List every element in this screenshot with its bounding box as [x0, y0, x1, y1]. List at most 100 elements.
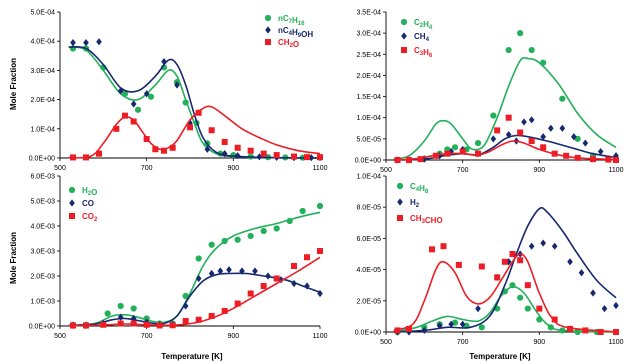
legend-marker-C3H6	[401, 47, 407, 53]
data-point-C4H8	[517, 294, 524, 301]
data-point-CH2O	[83, 154, 89, 161]
y-tick-label: 2.5E-04	[356, 52, 381, 59]
panel-p2: 0.0E+00 5.0E-05 1.0E-04 1.5E-04 2.0E-04 2.5E-…	[355, 10, 624, 175]
data-point-CO2	[169, 322, 176, 329]
y-tick-label: 5.0E-04	[30, 10, 55, 17]
data-point-CO	[265, 272, 271, 280]
data-point-nC4H9OH	[130, 100, 137, 108]
x-tick-label: 500	[54, 165, 66, 172]
data-point-CH2O	[317, 154, 323, 161]
data-point-CH2O	[247, 147, 254, 154]
data-point-CH3CHO	[455, 261, 462, 268]
x-tick-label: 1100	[312, 333, 327, 340]
data-point-CO2	[208, 313, 215, 319]
data-point-CH3CHO	[597, 329, 604, 335]
data-point-CO2	[317, 248, 323, 254]
data-point-H2O	[286, 217, 293, 225]
data-point-H2	[601, 305, 608, 313]
panel-p4: 0.0E+00 2.0E-05 4.0E-05 6.0E-05 8.0E-05 1.0E-…	[355, 174, 624, 347]
y-tick-label: 0.0E+00	[355, 330, 381, 337]
model-curve-C2H4	[393, 56, 617, 160]
data-point-CH4	[571, 133, 577, 141]
data-point-CO2	[117, 320, 124, 327]
y-tick-label: 5.0E-03	[30, 199, 55, 206]
legend-label-CO: CO	[82, 199, 94, 208]
y-tick-label: 1.0E-04	[356, 174, 381, 181]
data-point-C3H6	[613, 157, 619, 163]
legend-marker-nC7H16	[264, 14, 272, 22]
data-point-C3H6	[475, 150, 481, 157]
data-point-C3H6	[563, 152, 570, 159]
x-tick-label: 1100	[608, 167, 623, 174]
data-point-H2O	[208, 241, 215, 248]
legend-label-CH4: CH4	[414, 32, 430, 43]
data-point-C2H4	[540, 59, 547, 66]
data-point-CH3CHO	[509, 251, 516, 257]
panel-p1: 0.0E+00 1.0E-04 2.0E-04 3.0E-04 4.0E-04 5.0E-…	[29, 10, 328, 173]
y-tick-label: 2.0E-04	[356, 73, 381, 80]
data-point-H2	[613, 301, 619, 310]
data-point-CH2O	[113, 125, 120, 132]
y-tick-label: 6.0E-03	[30, 174, 55, 181]
data-point-CO2	[234, 300, 241, 307]
data-point-CO	[291, 279, 297, 288]
model-curve-nC4H9OH	[68, 45, 321, 159]
data-point-H2O	[195, 255, 202, 262]
data-point-H2O	[260, 227, 267, 235]
data-point-C3H6	[528, 137, 535, 144]
legend-label-H2O: H2O	[82, 186, 97, 197]
x-tick-label: 900	[227, 333, 239, 340]
data-point-nC4H9OH	[308, 154, 315, 162]
x-tick-label: 700	[141, 165, 153, 172]
data-point-nC4H9OH	[83, 39, 89, 47]
data-point-CO	[252, 267, 258, 275]
data-point-H2O	[234, 236, 241, 243]
data-point-C3H6	[459, 148, 466, 155]
data-point-CO	[217, 267, 224, 275]
data-point-CH3CHO	[524, 282, 531, 289]
data-point-CH3CHO	[440, 243, 447, 250]
data-point-H2	[528, 242, 535, 250]
data-point-H2O	[316, 202, 324, 210]
legend-marker-CH2O	[265, 39, 271, 45]
model-curve-nC7H16	[68, 46, 321, 159]
data-point-CH3CHO	[501, 258, 508, 265]
y-tick-label: 4.0E-04	[30, 39, 55, 46]
data-point-C3H6	[551, 150, 558, 157]
y-tick-label: 3.5E-04	[356, 10, 381, 17]
data-point-CH2O	[152, 146, 159, 153]
data-point-C2H4	[474, 139, 482, 147]
data-point-H2O	[273, 225, 280, 232]
legend-label-H2: H2	[410, 198, 420, 209]
legend-marker-CH4	[401, 32, 407, 40]
legend-label-C4H8: C4H8	[410, 182, 429, 195]
data-point-nC4H9OH	[174, 81, 180, 89]
data-point-C4H8	[524, 305, 531, 312]
data-point-H2	[448, 320, 454, 328]
x-tick-label: 500	[380, 167, 392, 174]
data-point-H2O	[143, 315, 150, 322]
data-point-CO2	[291, 263, 297, 269]
legend-marker-H2O	[68, 186, 76, 194]
data-point-CH4	[505, 131, 512, 139]
data-point-C3H6	[540, 144, 547, 151]
data-point-C2H4	[517, 30, 524, 37]
legend-label-C3H6: C3H6	[414, 46, 433, 59]
data-point-CO2	[143, 321, 150, 328]
y-tick-label: 8.0E-05	[356, 205, 381, 212]
data-point-CH4	[540, 133, 546, 141]
data-point-CH3CHO	[406, 325, 412, 332]
data-point-CH4	[559, 124, 566, 132]
data-point-C3H6	[417, 156, 424, 163]
model-curve-H2	[393, 206, 617, 333]
data-point-nC4H9OH	[70, 39, 76, 47]
data-point-CH3CHO	[613, 329, 619, 335]
y-tick-label: 2.0E-05	[356, 298, 381, 305]
legend-marker-H2	[397, 198, 403, 206]
data-point-CH2O	[187, 124, 193, 131]
data-point-C2H4	[528, 46, 535, 54]
data-point-CH3CHO	[536, 305, 543, 312]
data-point-CH2O	[143, 136, 150, 143]
data-point-CH2O	[195, 109, 202, 116]
data-point-C3H6	[406, 157, 412, 163]
